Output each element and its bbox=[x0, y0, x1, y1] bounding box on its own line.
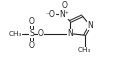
Text: O: O bbox=[28, 41, 34, 50]
Text: N: N bbox=[67, 29, 72, 38]
Text: S: S bbox=[29, 29, 33, 38]
Text: ⁻O: ⁻O bbox=[45, 10, 55, 19]
Text: O: O bbox=[28, 17, 34, 26]
Text: O: O bbox=[38, 29, 44, 38]
Text: O: O bbox=[61, 1, 67, 10]
Text: CH₃: CH₃ bbox=[8, 31, 22, 37]
Text: N: N bbox=[87, 21, 92, 30]
Text: N⁺: N⁺ bbox=[59, 10, 69, 19]
Text: CH₃: CH₃ bbox=[77, 47, 91, 53]
